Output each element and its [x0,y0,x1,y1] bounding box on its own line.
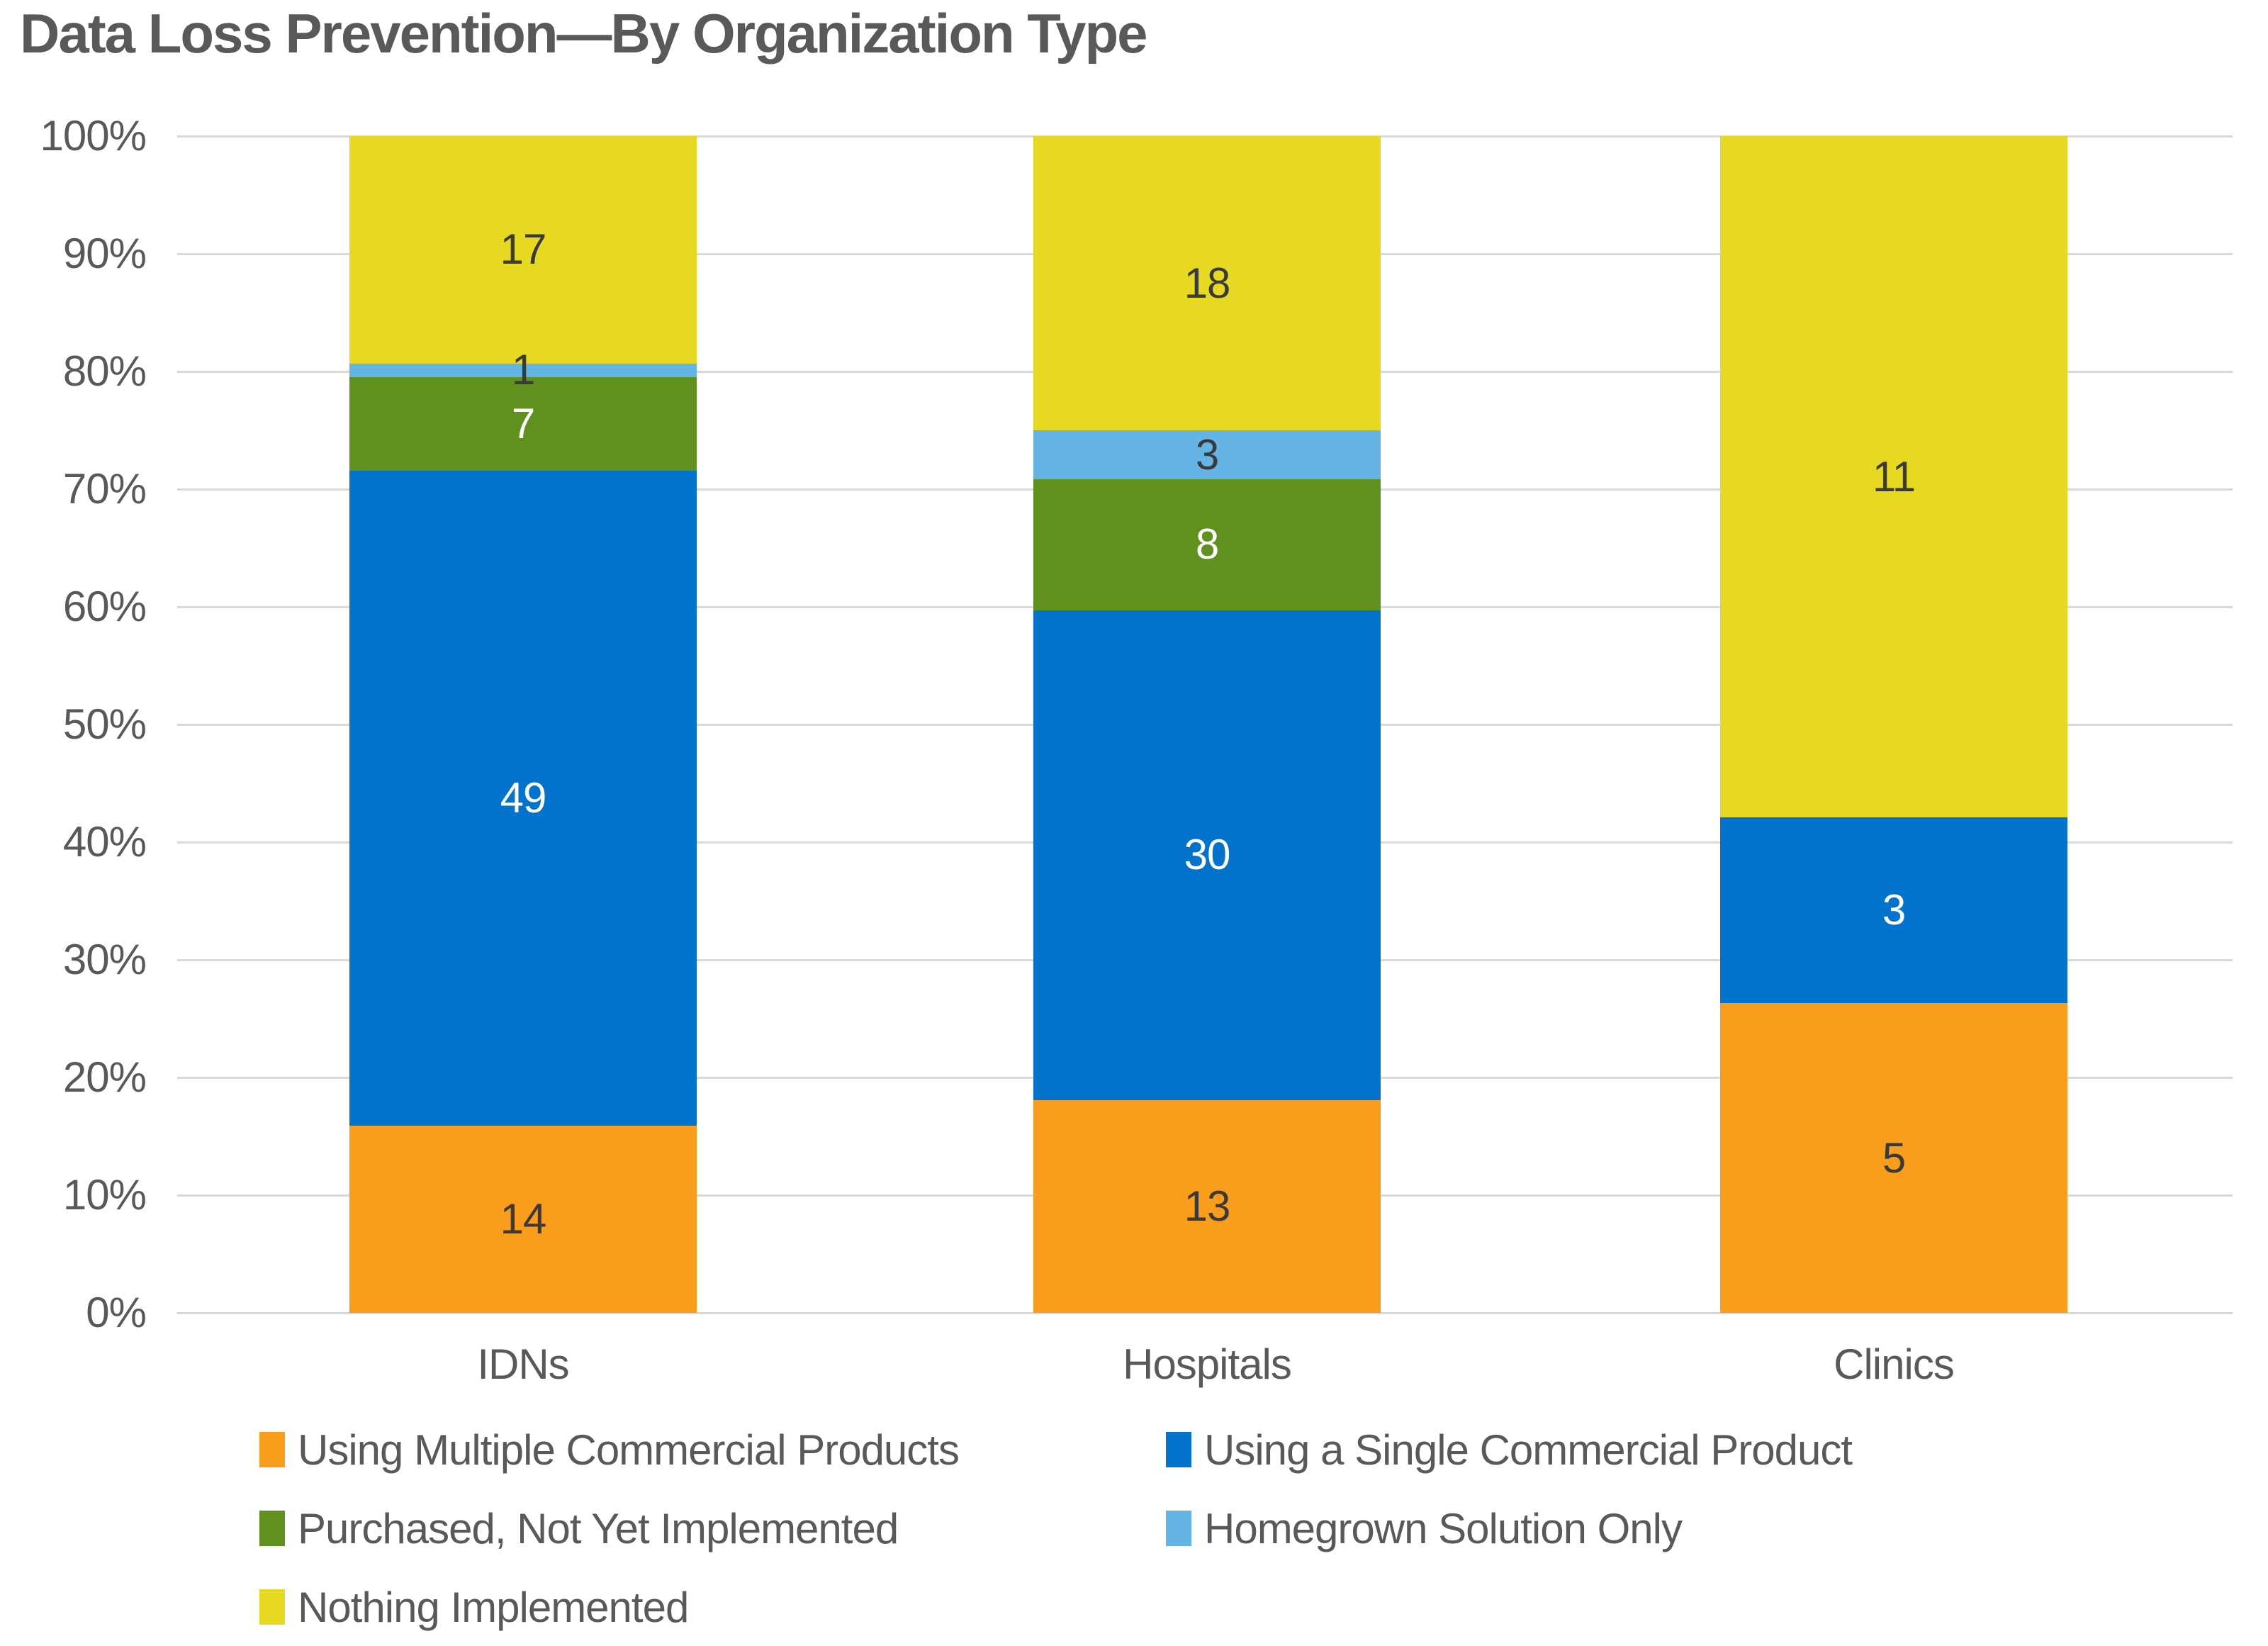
data-label: 49 [500,773,547,822]
y-tick-label: 30% [62,936,147,983]
gridline-0% [177,1311,2233,1314]
legend-item[interactable]: Purchased, Not Yet Implemented [259,1504,899,1553]
data-label: 8 [1195,520,1219,569]
legend-label: Using a Single Commercial Product [1204,1426,1853,1474]
y-tick-label: 100% [40,112,147,159]
data-label: 14 [500,1194,547,1243]
y-tick-label: 40% [62,818,147,866]
y-tick-label: 0% [86,1289,147,1336]
legend-item[interactable]: Homegrown Solution Only [1166,1504,1683,1553]
y-tick-label: 90% [62,230,147,277]
y-tick-label: 50% [62,700,147,748]
y-tick-label: 10% [62,1171,147,1219]
legend-swatch-icon [1166,1511,1191,1546]
data-label: 17 [500,225,547,274]
data-label: 30 [1184,831,1231,879]
data-label: 7 [511,399,535,447]
bar-Hospitals: 13 30 8 3 18 [1033,136,1381,1313]
segment[interactable]: 7 [349,376,697,471]
data-label: 13 [1184,1182,1231,1231]
segment[interactable]: 3 [1033,430,1381,480]
segment[interactable]: 1 [349,348,697,392]
segment[interactable]: 13 [1033,1100,1381,1313]
data-label: 11 [1872,452,1916,500]
data-label: 3 [1882,886,1906,934]
data-label: 18 [1184,259,1231,307]
legend-swatch-icon [259,1432,285,1467]
legend-label: Using Multiple Commercial Products [298,1426,960,1474]
legend-swatch-icon [1166,1432,1191,1467]
segment[interactable]: 49 [349,470,697,1126]
x-category-label-Clinics: Clinics [1834,1340,1955,1388]
x-category-label-Hospitals: Hospitals [1123,1340,1292,1388]
segment[interactable]: 5 [1720,1003,2067,1313]
legend-item[interactable]: Using Multiple Commercial Products [259,1425,960,1474]
bar-IDNs: 14 49 7 1 17 [349,136,697,1313]
segment[interactable]: 8 [1033,479,1381,610]
legend-swatch-icon [259,1589,285,1625]
data-label: 5 [1882,1133,1906,1182]
y-tick-label: 60% [62,583,147,630]
data-label: 1 [511,346,535,394]
plot-area: 14 49 7 1 17 13 30 8 3 18 5 3 11 [177,135,2233,1314]
legend-label: Homegrown Solution Only [1204,1504,1683,1552]
legend-swatch-icon [259,1511,285,1546]
x-category-label-IDNs: IDNs [477,1340,569,1388]
segment[interactable]: 17 [349,136,697,364]
y-tick-label: 80% [62,347,147,395]
segment[interactable]: 3 [1720,817,2067,1004]
legend-label: Purchased, Not Yet Implemented [298,1504,899,1552]
segment[interactable]: 14 [349,1125,697,1313]
segment[interactable]: 18 [1033,136,1381,430]
data-label: 3 [1195,430,1219,478]
y-tick-label: 70% [62,465,147,513]
y-tick-label: 20% [62,1053,147,1101]
segment[interactable]: 30 [1033,610,1381,1101]
segment[interactable]: 11 [1720,136,2067,818]
legend-item[interactable]: Nothing Implemented [259,1582,689,1632]
bar-Clinics: 5 3 11 [1720,136,2067,1313]
legend-label: Nothing Implemented [298,1583,689,1631]
legend-item[interactable]: Using a Single Commercial Product [1166,1425,1853,1474]
chart-title: Data Loss Prevention—By Organization Typ… [20,2,1148,65]
